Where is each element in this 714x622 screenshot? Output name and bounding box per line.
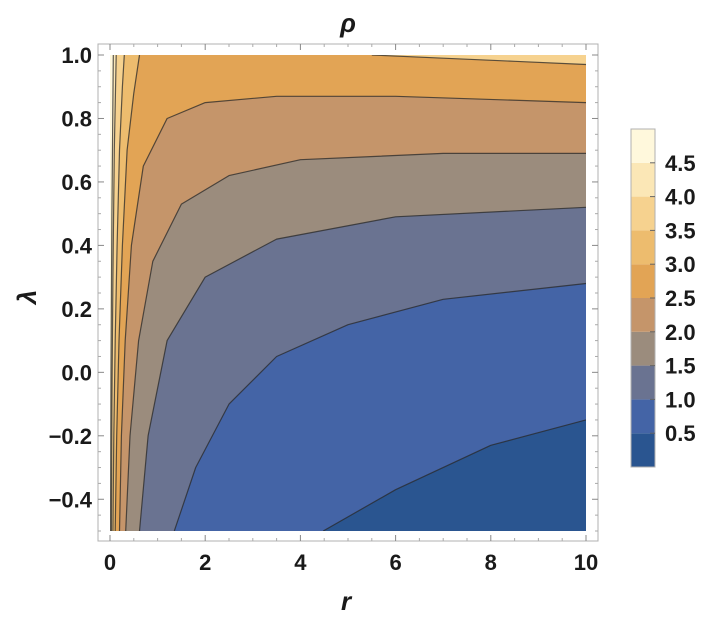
y-tick-label: 1.0 [61,43,92,68]
legend-tick-label: 0.5 [665,421,696,446]
legend-tick-label: 1.5 [665,354,696,379]
y-tick-label: 0.6 [61,170,92,195]
contour-bands [110,55,586,531]
x-tick-label: 8 [485,550,497,575]
y-tick-label: −0.2 [49,424,92,449]
y-tick-label: −0.4 [49,487,93,512]
legend-color-band [631,230,655,265]
legend-color-band [631,399,655,434]
legend-color-band [631,298,655,332]
x-axis-ticks: 0 2 4 6 8 10 [104,44,598,575]
x-tick-label: 10 [574,550,598,575]
x-tick-label: 0 [104,550,116,575]
y-tick-label: 0.2 [61,297,92,322]
x-axis-title: r [341,586,353,616]
legend-tick-label: 1.0 [665,387,696,412]
legend-color-band [631,162,655,197]
contour-line-4.5-8 [110,55,114,531]
y-tick-label: 0.0 [61,360,92,385]
contour-line-2.5-4 [118,95,586,531]
contour-line-3-5 [114,55,141,531]
legend-color-band [631,365,655,400]
legend-color-band [631,433,655,467]
legend-tick-label: 2.5 [665,286,696,311]
legend-color-band [631,196,655,231]
chart-title: ρ [339,8,356,38]
legend-color-band [631,331,655,366]
x-tick-label: 4 [294,550,307,575]
x-tick-label: 6 [389,550,401,575]
contour-line-2-3 [125,152,586,531]
y-tick-label: 0.8 [61,106,92,131]
legend-colorbar: 0.5 1.0 1.5 2.0 2.5 3.0 3.5 4.0 4.5 [630,128,696,468]
legend-tick-label: 3.5 [665,218,696,243]
contour-line-3.5-6 [112,55,125,531]
legend-tick-label: 4.0 [665,185,696,210]
contour-line-3.5-9 [371,55,586,66]
y-tick-label: 0.4 [61,233,92,258]
contour-line-0.5-0 [322,419,586,531]
legend-color-band [631,264,655,298]
legend-tick-label: 4.5 [665,151,696,176]
legend-tick-label: 3.0 [665,252,696,277]
legend-tick-label: 2.0 [665,320,696,345]
x-tick-label: 2 [199,550,211,575]
y-axis-title: λ [12,290,42,306]
contour-band-below-0.5 [110,419,586,531]
y-axis-ticks: −0.4 −0.2 0.0 0.2 0.4 0.6 0.8 1.0 [49,43,598,532]
legend-color-band [631,129,655,163]
contour-line-1.5-2 [138,206,586,531]
contour-line-4-7 [110,55,117,531]
contour-lines [110,55,586,531]
contour-line-1-1 [173,282,586,531]
